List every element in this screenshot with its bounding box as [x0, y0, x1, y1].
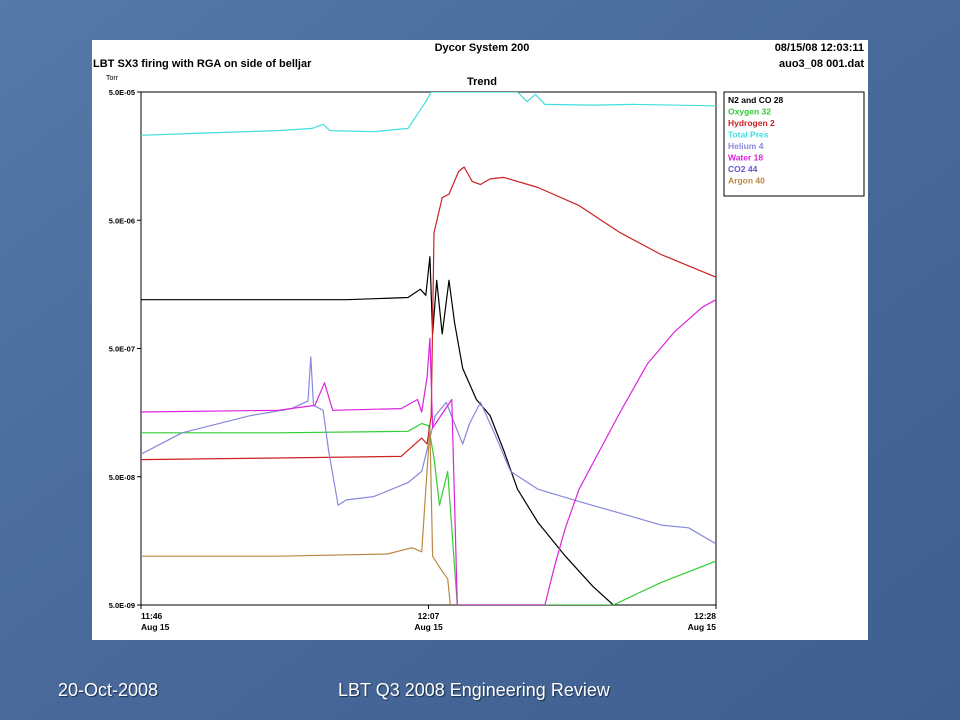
y-tick-label: 5.0E-06: [109, 216, 135, 225]
y-axis: 5.0E-05 5.0E-06 5.0E-07 5.0E-08 5.0E-09: [109, 88, 141, 610]
trend-figure: Dycor System 200 08/15/08 12:03:11 LBT S…: [92, 40, 868, 640]
series-line-argon-40: [141, 427, 451, 605]
legend-entry: Oxygen 32: [728, 107, 771, 117]
legend-entry: CO2 44: [728, 164, 758, 174]
x-tick-label: 12:07: [418, 611, 440, 621]
y-tick-label: 5.0E-09: [109, 601, 135, 610]
series-line-water-18: [141, 299, 716, 605]
y-tick-label: 5.0E-07: [109, 345, 135, 354]
legend-entry: Hydrogen 2: [728, 118, 775, 128]
x-tick-label: 11:46: [141, 611, 163, 621]
series-line-total-pres: [141, 92, 716, 136]
legend-box: [723, 91, 865, 197]
figure-caption: LBT SX3 firing with RGA on side of bellj…: [93, 58, 312, 70]
plot-frame: [140, 91, 717, 606]
legend-entry: N2 and CO 28: [728, 95, 784, 105]
data-file-name: auo3_08 001.dat: [779, 58, 864, 70]
x-tick-date: Aug 15: [141, 622, 170, 632]
series-line-oxygen-32: [141, 422, 716, 605]
x-tick-date: Aug 15: [414, 622, 443, 632]
y-axis-unit: Torr: [106, 75, 119, 82]
figure-timestamp: 08/15/08 12:03:11: [775, 42, 864, 54]
x-tick-date: Aug 15: [688, 622, 717, 632]
legend-entry: Argon 40: [728, 176, 765, 186]
x-tick-label: 12:28: [694, 611, 716, 621]
series-line-n2-and-co-28: [141, 256, 614, 605]
chart-title: Trend: [467, 76, 497, 88]
legend-entry: Water 18: [728, 153, 763, 163]
series-line-hydrogen-2: [141, 166, 716, 461]
y-tick-label: 5.0E-05: [109, 88, 135, 97]
system-name: Dycor System 200: [435, 42, 530, 54]
plot-series: [141, 92, 716, 605]
legend-entry: Total Pres: [728, 130, 769, 140]
y-tick-label: 5.0E-08: [109, 473, 135, 482]
trend-chart: Dycor System 200 08/15/08 12:03:11 LBT S…: [93, 42, 865, 632]
footer-date: 20-Oct-2008: [58, 680, 159, 700]
legend-entry: Helium 4: [728, 141, 764, 151]
footer-title: LBT Q3 2008 Engineering Review: [338, 680, 610, 700]
